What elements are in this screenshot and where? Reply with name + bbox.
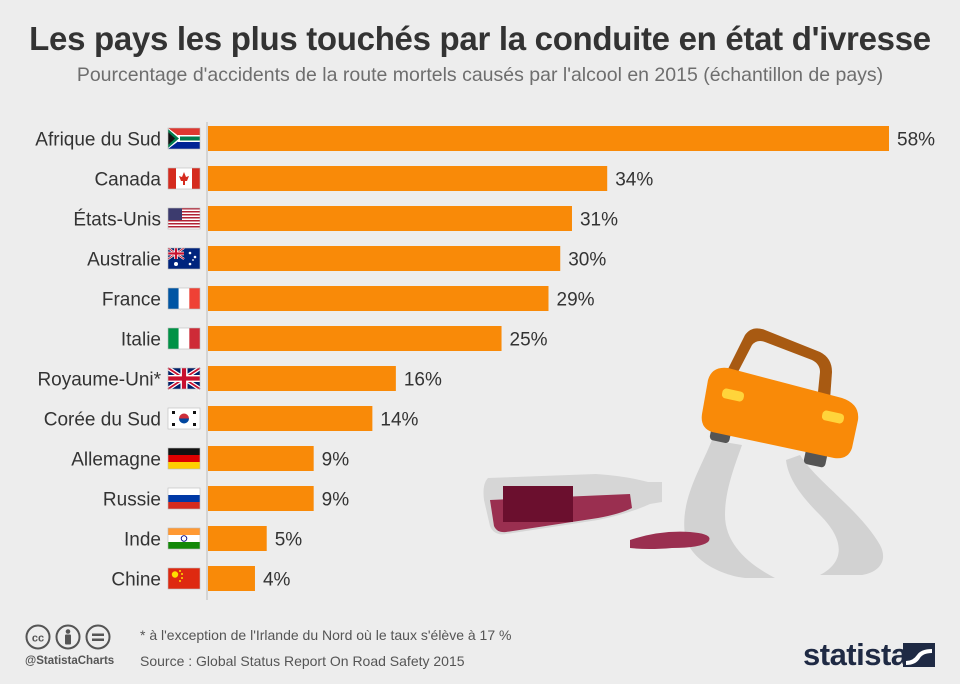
- flag-cn-icon: [167, 567, 201, 590]
- category-label-1: Canada: [94, 170, 161, 191]
- data-label-9: 9%: [322, 490, 350, 511]
- category-label-8: Allemagne: [71, 450, 161, 471]
- category-label-11: Chine: [111, 570, 161, 591]
- flag-au-icon: [167, 247, 201, 270]
- data-label-5: 25%: [510, 330, 548, 351]
- flag-in-icon: [167, 527, 201, 550]
- flag-ru-icon: [167, 487, 201, 510]
- svg-text:cc: cc: [32, 633, 44, 645]
- category-label-3: Australie: [87, 250, 161, 271]
- category-label-7: Corée du Sud: [44, 410, 161, 431]
- data-label-7: 14%: [380, 410, 418, 431]
- category-label-6: Royaume-Uni*: [37, 370, 161, 391]
- data-label-4: 29%: [557, 290, 595, 311]
- category-label-10: Inde: [124, 530, 161, 551]
- flag-ca-icon: [167, 167, 201, 190]
- source-note: Source : Global Status Report On Road Sa…: [140, 653, 465, 669]
- bar-8: [208, 446, 314, 471]
- flag-gb-icon: [166, 366, 202, 391]
- bottle-illustration: [483, 474, 710, 549]
- flag-de-icon: [167, 447, 201, 470]
- category-label-4: France: [102, 290, 161, 311]
- statista-logo-icon: [903, 643, 935, 667]
- flag-kr-icon: [167, 407, 201, 430]
- bar-5: [208, 326, 502, 351]
- category-label-2: États-Unis: [73, 210, 161, 231]
- bar-10: [208, 526, 267, 551]
- flag-us-icon: [167, 207, 201, 230]
- data-label-1: 34%: [615, 170, 653, 191]
- cc-icon: cc: [25, 624, 51, 650]
- data-label-2: 31%: [580, 210, 618, 231]
- data-label-6: 16%: [404, 370, 442, 391]
- data-label-8: 9%: [322, 450, 350, 471]
- data-label-3: 30%: [568, 250, 606, 271]
- no-derivatives-icon: [85, 624, 111, 650]
- flag-za-icon: [167, 127, 201, 150]
- chart-subtitle: Pourcentage d'accidents de la route mort…: [76, 64, 884, 86]
- bar-4: [208, 286, 549, 311]
- bar-9: [208, 486, 314, 511]
- attribution-icon: [55, 624, 81, 650]
- data-label-0: 58%: [897, 130, 935, 151]
- bar-11: [208, 566, 255, 591]
- bar-0: [208, 126, 889, 151]
- bar-6: [208, 366, 396, 391]
- flag-fr-icon: [167, 287, 201, 310]
- bar-7: [208, 406, 373, 431]
- bar-1: [208, 166, 608, 191]
- chart-title: Les pays les plus touchés par la conduit…: [29, 20, 931, 57]
- bar-3: [208, 246, 561, 271]
- category-label-5: Italie: [121, 330, 161, 351]
- category-label-0: Afrique du Sud: [35, 130, 161, 151]
- statista-handle: @StatistaCharts: [25, 655, 115, 667]
- category-label-9: Russie: [103, 490, 161, 511]
- data-label-10: 5%: [275, 530, 303, 551]
- bar-2: [208, 206, 572, 231]
- flag-it-icon: [167, 327, 201, 350]
- data-label-11: 4%: [263, 570, 291, 591]
- footnote: * à l'exception de l'Irlande du Nord où …: [140, 627, 512, 643]
- statista-logo-text[interactable]: statista: [803, 637, 908, 672]
- car-illustration: [684, 328, 884, 578]
- license-icons: cc: [25, 624, 125, 657]
